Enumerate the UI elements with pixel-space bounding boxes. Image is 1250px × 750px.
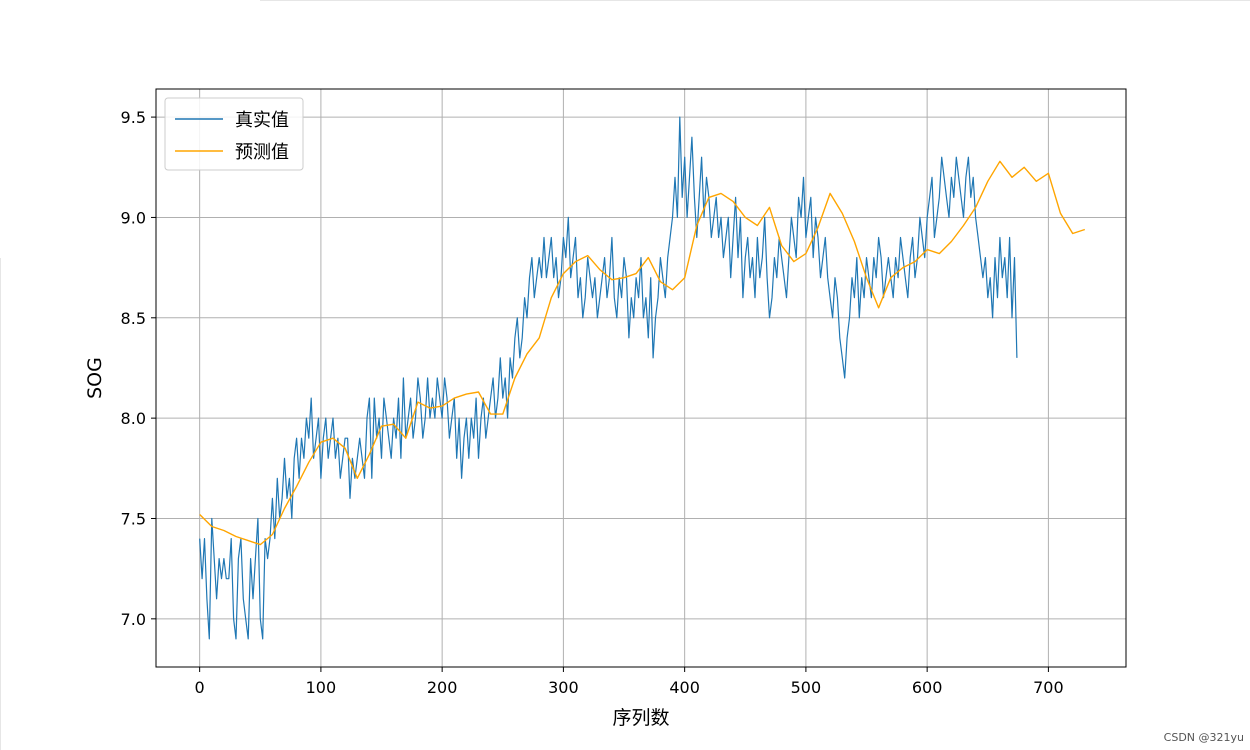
series-lines	[199, 116, 1086, 640]
y-tick-label: 9.0	[121, 208, 146, 227]
x-tick-label: 700	[1033, 678, 1064, 697]
predicted-series-line	[199, 160, 1086, 546]
y-tick-label: 8.0	[121, 409, 146, 428]
grid-lines	[156, 89, 1126, 667]
x-tick-label: 300	[548, 678, 579, 697]
legend-label-predicted: 预测值	[235, 142, 289, 163]
y-tick-label: 7.5	[121, 509, 146, 528]
y-tick-label: 7.0	[121, 610, 146, 629]
x-axis-label: 序列数	[612, 707, 669, 729]
legend: 真实值 预测值	[164, 97, 304, 171]
x-tick-label: 500	[791, 678, 822, 697]
actual-series-line	[199, 116, 1018, 640]
legend-box	[164, 97, 304, 171]
x-tick-label: 0	[195, 678, 205, 697]
y-tick-label: 9.5	[121, 108, 146, 127]
top-border	[260, 0, 1250, 1]
axis-ticks: 0 100 200 300 400 500 600 700 7.0 7.5 8.0 8.5 9.0 9.5	[121, 108, 1064, 697]
x-tick-label: 400	[669, 678, 700, 697]
y-tick-label: 8.5	[121, 309, 146, 328]
x-tick-label: 100	[306, 678, 337, 697]
watermark: CSDN @321yu	[1163, 731, 1244, 744]
legend-label-actual: 真实值	[235, 110, 289, 131]
plot-frame	[155, 88, 1127, 668]
x-tick-label: 200	[427, 678, 458, 697]
left-border	[0, 258, 1, 750]
y-axis-label: SOG	[84, 357, 106, 399]
x-tick-label: 600	[912, 678, 943, 697]
